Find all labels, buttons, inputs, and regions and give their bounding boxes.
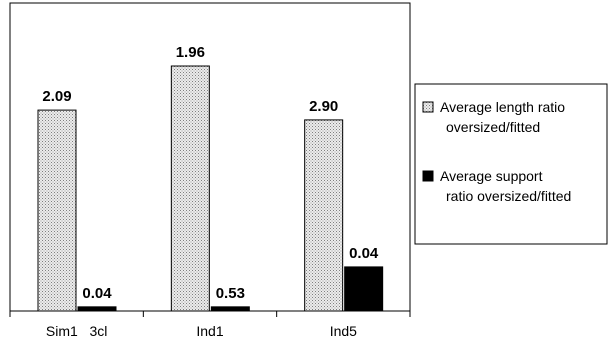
x-tick-label: Sim1 3cl <box>46 323 107 339</box>
legend-box <box>414 83 608 245</box>
data-label-support-2: 0.04 <box>349 245 379 262</box>
bar-length-0 <box>37 109 77 312</box>
bar-support-2 <box>344 266 384 312</box>
legend-swatch-length <box>422 101 434 113</box>
legend-label-support: Average support ratio oversized/fitted <box>440 168 571 204</box>
data-label-length-2: 2.90 <box>309 98 338 115</box>
plot-area <box>9 2 411 312</box>
legend-swatch-support <box>422 170 434 182</box>
x-tick-label: Ind5 <box>330 323 357 339</box>
bar-support-0 <box>77 306 117 312</box>
bar-support-1 <box>210 306 250 312</box>
data-label-length-1: 1.96 <box>176 44 205 61</box>
legend-label-length: Average length ratio oversized/fitted <box>440 99 565 135</box>
data-label-support-1: 0.53 <box>216 285 245 302</box>
x-tick-label: Ind1 <box>196 323 223 339</box>
bar-length-2 <box>304 119 344 312</box>
data-label-support-0: 0.04 <box>82 285 112 302</box>
data-label-length-0: 2.09 <box>42 88 71 105</box>
bar-length-1 <box>170 65 210 312</box>
